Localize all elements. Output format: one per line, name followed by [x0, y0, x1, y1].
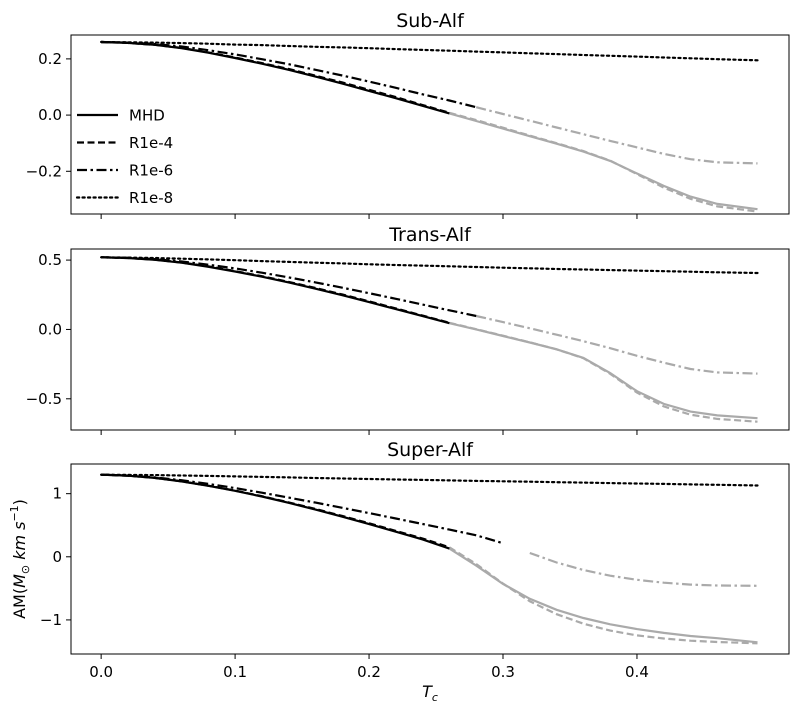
x-tick-label: 0.4 [625, 663, 649, 681]
axes-frame [70, 248, 790, 431]
legend-label: MHD [129, 107, 165, 125]
panel-sub-alf: Sub-Alf 0.2 0.0 −0.2 MHD R1e-4 R1e-6 R1e-8 [26, 10, 790, 219]
y-tick-label: 0.0 [38, 320, 62, 338]
series-line-r1e-4-faded [449, 111, 758, 213]
series-line-r1e-4-main [101, 256, 450, 324]
legend-label: R1e-6 [129, 162, 173, 180]
series-line-r1e-6-faded [475, 106, 758, 165]
x-tick-label: 0.0 [89, 663, 113, 681]
y-tick-label: −0.2 [26, 162, 62, 180]
series-line-mhd-main [101, 256, 450, 325]
x-tick-label: 0.1 [223, 663, 247, 681]
series-line-r1e-4-faded [449, 321, 758, 423]
panel-title: Sub-Alf [396, 10, 465, 32]
series-line-r1e-6-main [101, 473, 504, 545]
series-group [100, 40, 759, 213]
x-tick-label: 0.3 [491, 663, 515, 681]
panel-title: Super-Alf [387, 439, 474, 461]
panel-super-alf: Super-Alf 1 0 −1 0.0 0.1 0.2 0.3 0.4 AM(M⊙ km s−1… [8, 439, 790, 681]
x-axis-label: Tc [422, 682, 438, 704]
series-line-mhd-main [101, 40, 450, 115]
series-line-mhd-main [101, 473, 450, 550]
series-line-r1e-8-main [100, 473, 759, 487]
series-line-r1e-4-faded [448, 546, 758, 645]
series-line-r1e-6-faded [475, 314, 758, 375]
series-line-r1e-8-main [100, 40, 759, 62]
y-tick-label: −1 [40, 611, 62, 629]
legend-label: R1e-8 [129, 189, 173, 207]
series-group [100, 256, 759, 423]
axes-frame [70, 34, 790, 215]
y-tick-label: 0 [52, 548, 62, 566]
legend-label: R1e-4 [129, 134, 173, 152]
series-line-r1e-6-faded [529, 551, 758, 587]
series-line-r1e-4-main [101, 40, 450, 114]
axes-frame [70, 463, 790, 655]
series-line-mhd-faded [448, 547, 758, 644]
panel-title: Trans-Alf [388, 224, 472, 246]
y-tick-label: −0.5 [26, 390, 62, 408]
y-tick-label: 0.0 [38, 106, 62, 124]
y-tick-label: 0.5 [38, 251, 62, 269]
y-tick-label: 1 [52, 485, 62, 503]
y-tick-label: 0.2 [38, 50, 62, 68]
series-line-r1e-8-main [100, 256, 759, 275]
series-line-r1e-6-main [101, 40, 477, 109]
legend: MHD R1e-4 R1e-6 R1e-8 [75, 107, 173, 207]
y-axis-label: AM(M⊙ km s−1) [8, 499, 32, 619]
panel-trans-alf: Trans-Alf 0.5 0.0 −0.5 [26, 224, 790, 435]
series-group [100, 473, 759, 645]
x-tick-label: 0.2 [357, 663, 381, 681]
series-line-r1e-6-main [101, 256, 477, 318]
series-line-r1e-4-main [101, 473, 450, 549]
